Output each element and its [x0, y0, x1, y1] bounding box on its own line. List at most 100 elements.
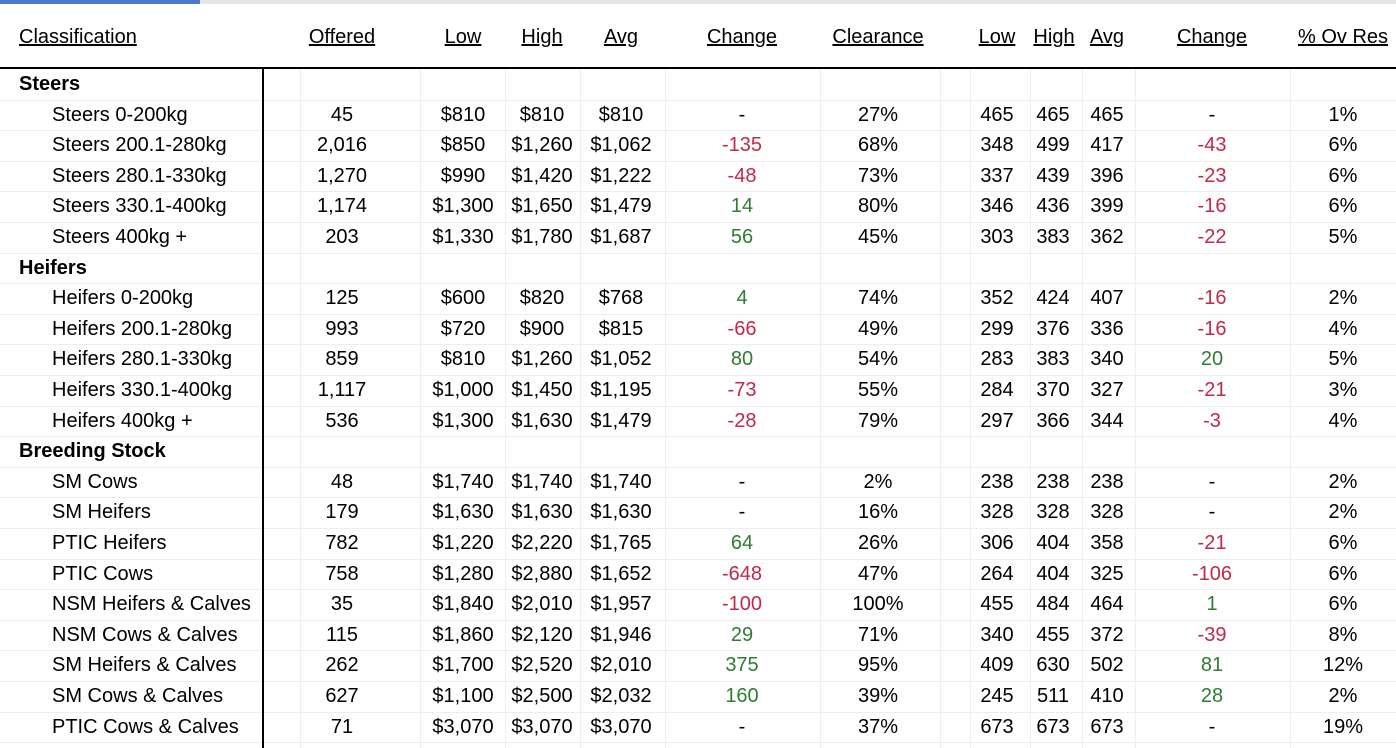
- high-cell[interactable]: $2,220: [511, 532, 573, 554]
- avg-cell[interactable]: $1,740: [590, 470, 652, 493]
- high-weight-cell[interactable]: 238: [1036, 470, 1070, 493]
- high-cell[interactable]: $3,070: [511, 715, 573, 738]
- high-weight-cell[interactable]: 404: [1036, 562, 1070, 585]
- low-weight-cell[interactable]: 328: [980, 501, 1014, 524]
- avg-cell[interactable]: $3,070: [590, 715, 652, 738]
- clearance-cell[interactable]: 73%: [857, 164, 899, 187]
- clearance-cell[interactable]: 49%: [857, 317, 899, 340]
- clearance-cell[interactable]: 71%: [857, 623, 899, 646]
- change-weight-cell[interactable]: -: [1208, 501, 1216, 524]
- clearance-cell[interactable]: 45%: [857, 226, 899, 248]
- avg-cell[interactable]: $1,062: [590, 134, 652, 157]
- low-weight-cell[interactable]: 409: [980, 654, 1014, 677]
- clearance-cell[interactable]: 55%: [857, 379, 899, 401]
- low-cell[interactable]: $600: [440, 287, 486, 310]
- low-cell[interactable]: $990: [440, 164, 486, 187]
- offered-cell[interactable]: 71: [330, 715, 354, 738]
- ovres-cell[interactable]: 5%: [1328, 348, 1358, 371]
- avg-cell[interactable]: $1,687: [590, 226, 652, 248]
- avg-weight-cell[interactable]: 396: [1090, 164, 1124, 187]
- high-weight-cell[interactable]: 673: [1036, 715, 1070, 738]
- low-weight-cell[interactable]: 465: [980, 103, 1014, 126]
- ovres-cell[interactable]: 2%: [1328, 685, 1358, 707]
- header-avg[interactable]: Avg: [603, 26, 639, 48]
- header-avg-weight[interactable]: Avg: [1089, 26, 1125, 48]
- group-label[interactable]: Steers: [19, 73, 81, 95]
- avg-weight-cell[interactable]: 372: [1090, 623, 1124, 646]
- avg-weight-cell[interactable]: 673: [1090, 715, 1124, 738]
- avg-weight-cell[interactable]: 410: [1090, 685, 1124, 707]
- classification-cell[interactable]: SM Cows: [52, 470, 138, 493]
- clearance-cell[interactable]: 74%: [857, 287, 899, 310]
- low-cell[interactable]: $1,630: [432, 501, 494, 524]
- change-weight-cell[interactable]: 28: [1200, 685, 1224, 707]
- change-cell[interactable]: 160: [725, 685, 759, 707]
- high-weight-cell[interactable]: 328: [1036, 501, 1070, 524]
- avg-weight-cell[interactable]: 399: [1090, 195, 1124, 218]
- avg-weight-cell[interactable]: 336: [1090, 317, 1124, 340]
- high-cell[interactable]: $2,500: [511, 685, 573, 707]
- low-weight-cell[interactable]: 283: [980, 348, 1014, 371]
- change-weight-cell[interactable]: -16: [1197, 317, 1227, 340]
- change-cell[interactable]: -28: [727, 409, 757, 432]
- avg-weight-cell[interactable]: 465: [1090, 103, 1124, 126]
- change-cell[interactable]: -: [738, 501, 746, 524]
- low-weight-cell[interactable]: 299: [980, 317, 1014, 340]
- low-weight-cell[interactable]: 306: [980, 532, 1014, 554]
- high-weight-cell[interactable]: 630: [1036, 654, 1070, 677]
- low-cell[interactable]: $1,840: [432, 593, 494, 616]
- offered-cell[interactable]: 782: [325, 532, 359, 554]
- low-cell[interactable]: $1,860: [432, 623, 494, 646]
- change-weight-cell[interactable]: -16: [1197, 195, 1227, 218]
- high-cell[interactable]: $2,120: [511, 623, 573, 646]
- low-weight-cell[interactable]: 297: [980, 409, 1014, 432]
- change-cell[interactable]: -135: [721, 134, 763, 157]
- avg-cell[interactable]: $1,052: [590, 348, 652, 371]
- change-weight-cell[interactable]: -: [1208, 470, 1216, 493]
- low-weight-cell[interactable]: 352: [980, 287, 1014, 310]
- header-high[interactable]: High: [521, 26, 563, 48]
- change-cell[interactable]: 56: [730, 226, 754, 248]
- change-weight-cell[interactable]: -21: [1197, 379, 1227, 401]
- low-cell[interactable]: $1,330: [432, 226, 494, 248]
- change-weight-cell[interactable]: -22: [1197, 226, 1227, 248]
- change-cell[interactable]: -: [738, 715, 746, 738]
- offered-cell[interactable]: 859: [325, 348, 359, 371]
- ovres-cell[interactable]: 1%: [1328, 103, 1358, 126]
- low-cell[interactable]: $1,220: [432, 532, 494, 554]
- high-cell[interactable]: $900: [519, 317, 565, 340]
- high-cell[interactable]: $2,520: [511, 654, 573, 677]
- ovres-cell[interactable]: 4%: [1328, 317, 1358, 340]
- ovres-cell[interactable]: 6%: [1328, 164, 1358, 187]
- high-weight-cell[interactable]: 436: [1036, 195, 1070, 218]
- change-cell[interactable]: -648: [721, 562, 763, 585]
- offered-cell[interactable]: 1,174: [316, 195, 368, 218]
- avg-weight-cell[interactable]: 407: [1090, 287, 1124, 310]
- header-low-weight[interactable]: Low: [978, 26, 1016, 48]
- ovres-cell[interactable]: 6%: [1328, 593, 1358, 616]
- high-weight-cell[interactable]: 366: [1036, 409, 1070, 432]
- header-clearance[interactable]: Clearance: [832, 26, 924, 48]
- change-weight-cell[interactable]: -3: [1203, 409, 1221, 432]
- change-cell[interactable]: 64: [730, 532, 754, 554]
- classification-cell[interactable]: Steers 330.1-400kg: [52, 195, 227, 218]
- avg-weight-cell[interactable]: 417: [1090, 134, 1124, 157]
- avg-cell[interactable]: $1,195: [590, 379, 652, 401]
- high-cell[interactable]: $820: [519, 287, 565, 310]
- avg-cell[interactable]: $768: [598, 287, 644, 310]
- low-weight-cell[interactable]: 284: [980, 379, 1014, 401]
- offered-cell[interactable]: 2,016: [316, 134, 368, 157]
- low-cell[interactable]: $3,070: [432, 715, 494, 738]
- classification-cell[interactable]: Heifers 0-200kg: [52, 287, 194, 310]
- ovres-cell[interactable]: 12%: [1322, 654, 1364, 677]
- classification-cell[interactable]: PTIC Heifers: [52, 532, 167, 554]
- offered-cell[interactable]: 1,117: [317, 379, 367, 401]
- high-cell[interactable]: $1,420: [511, 164, 573, 187]
- classification-cell[interactable]: Steers 280.1-330kg: [52, 164, 227, 187]
- high-weight-cell[interactable]: 370: [1036, 379, 1070, 401]
- high-cell[interactable]: $1,780: [511, 226, 573, 248]
- avg-weight-cell[interactable]: 340: [1090, 348, 1124, 371]
- clearance-cell[interactable]: 2%: [863, 470, 893, 493]
- classification-cell[interactable]: PTIC Cows & Calves: [52, 715, 239, 738]
- clearance-cell[interactable]: 80%: [857, 195, 899, 218]
